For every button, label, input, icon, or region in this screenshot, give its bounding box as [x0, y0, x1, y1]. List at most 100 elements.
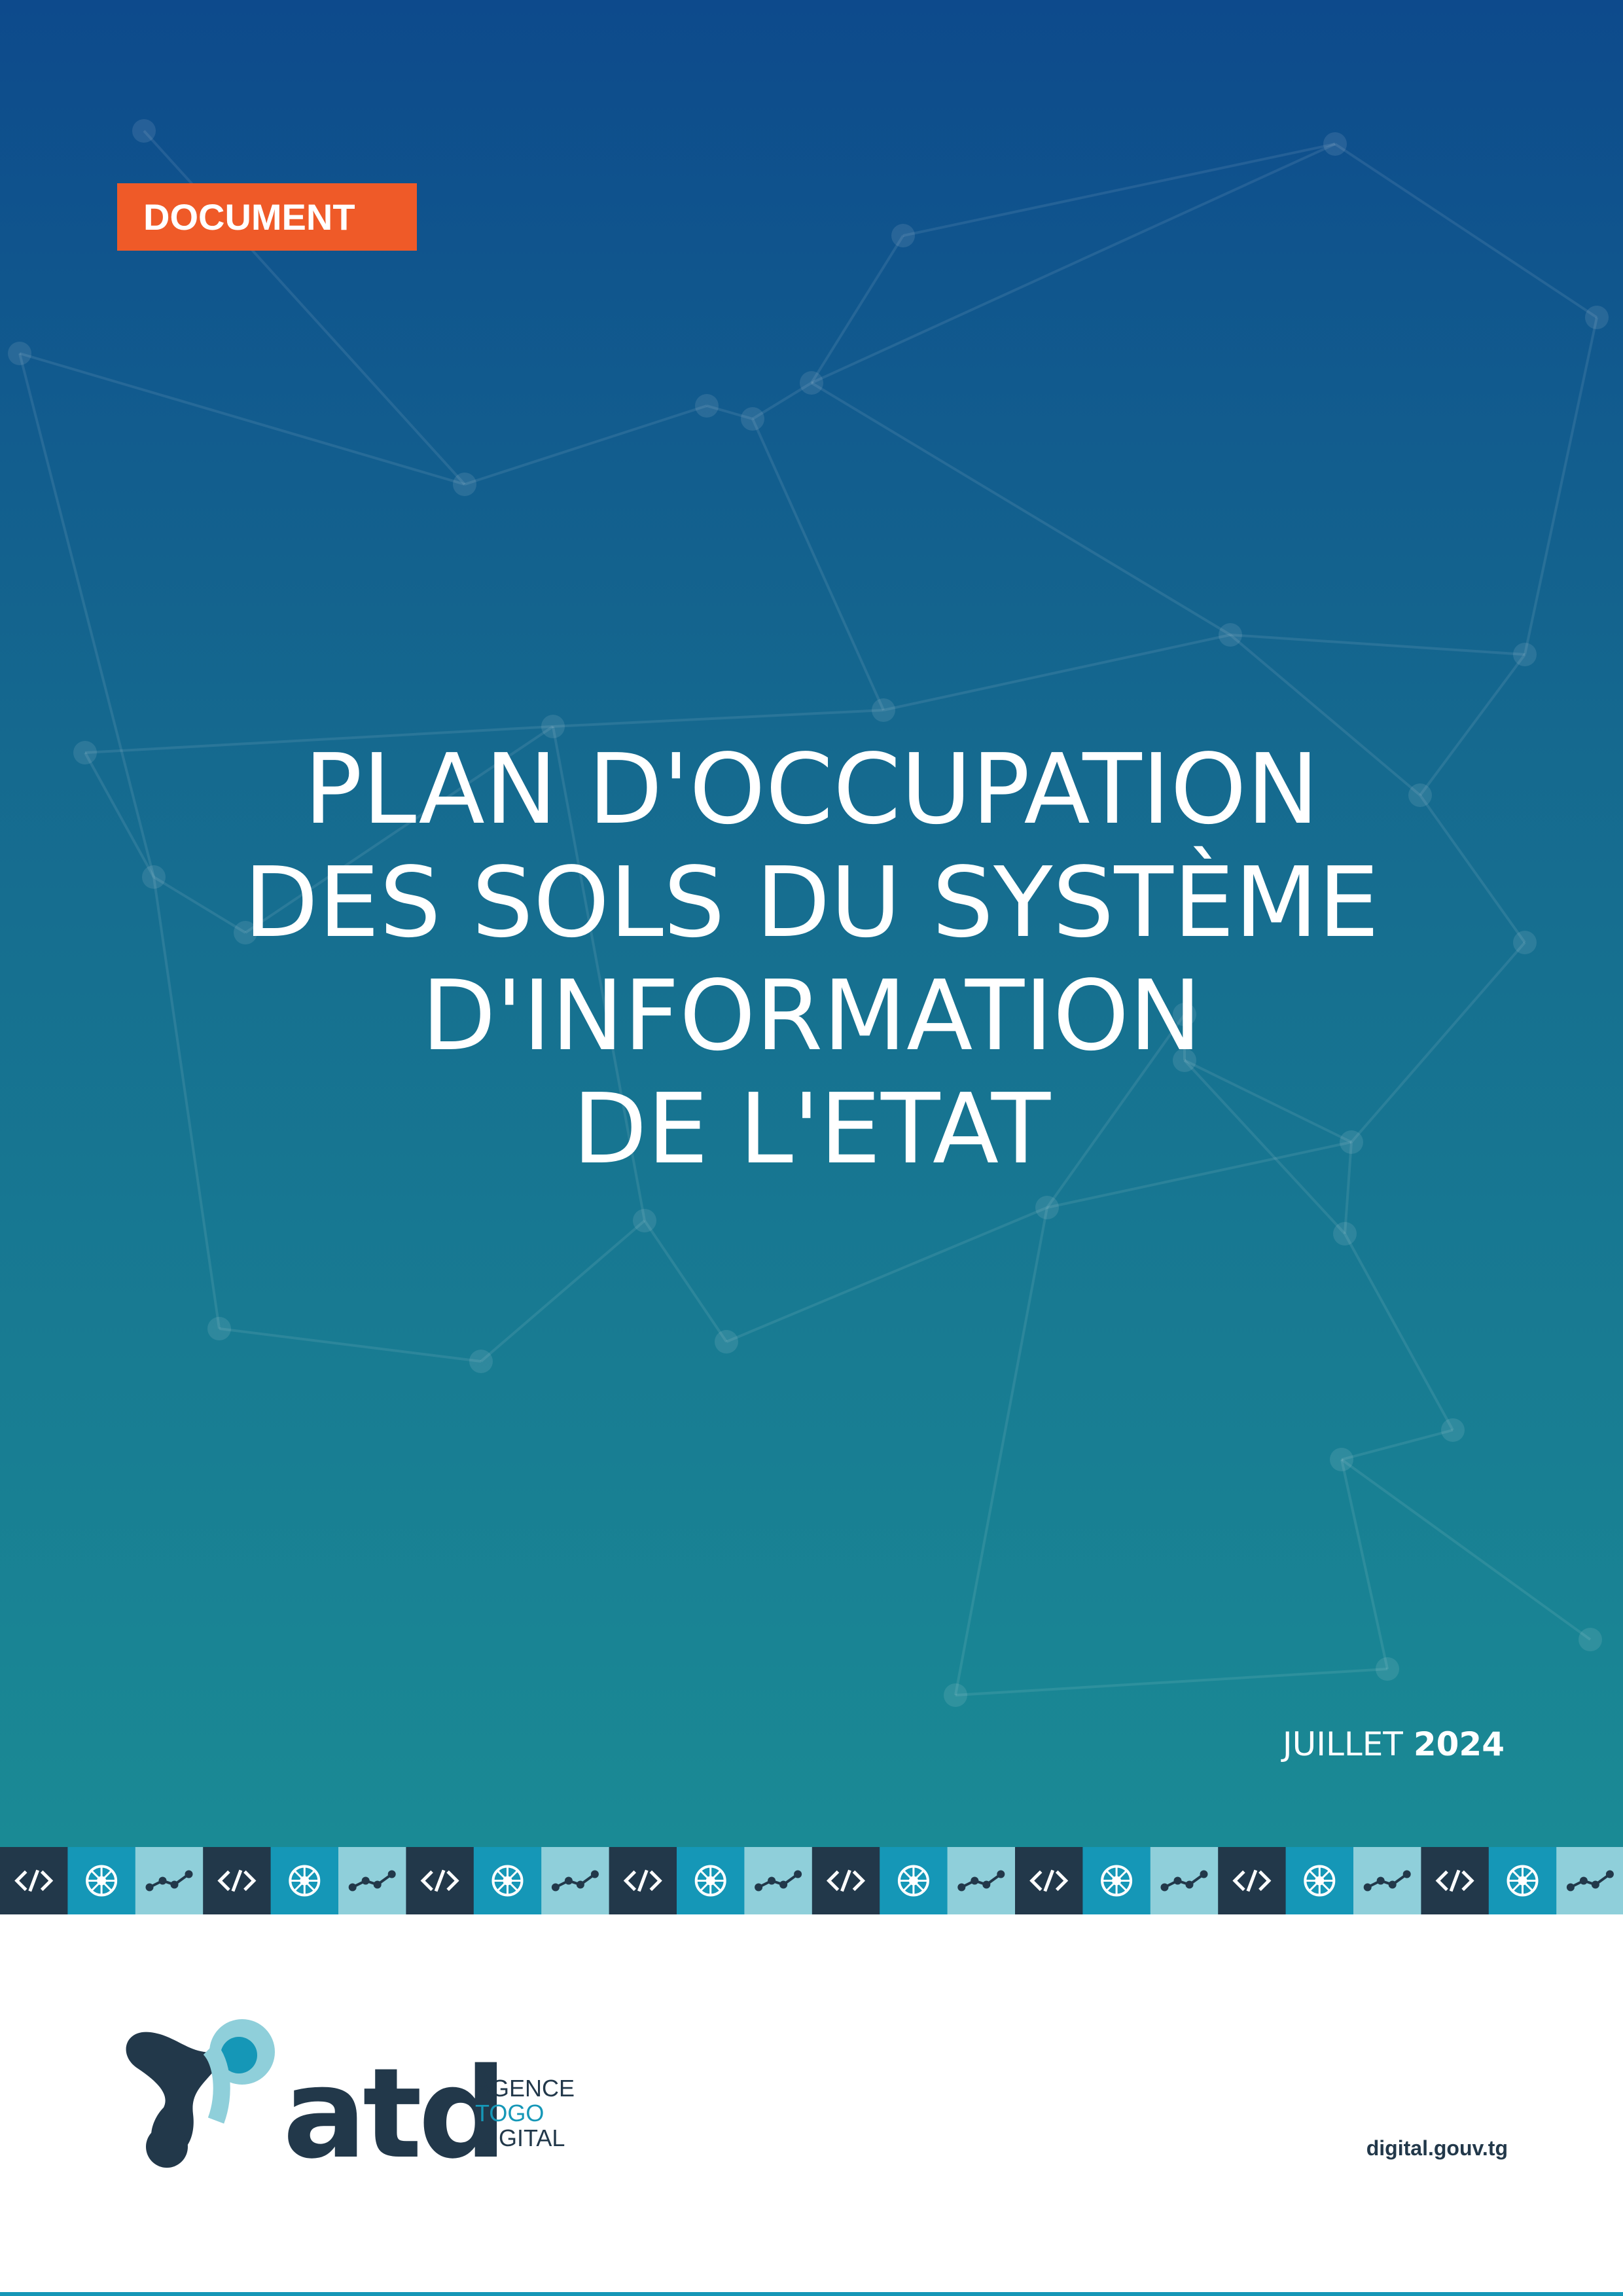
graph-dot — [1200, 1870, 1208, 1878]
code-icon — [1232, 1869, 1272, 1892]
network-line — [1340, 1458, 1592, 1641]
network-node — [944, 1683, 967, 1707]
graph-dot — [1605, 1870, 1614, 1878]
network-line — [464, 404, 707, 486]
logo-mark — [126, 2019, 275, 2168]
graph-dot — [768, 1876, 776, 1885]
network-line — [810, 234, 904, 384]
network-line — [1334, 143, 1598, 319]
title-line: DES SOLS DU SYSTÈME — [243, 846, 1380, 959]
network-node — [633, 1209, 656, 1232]
footer-rule — [0, 2292, 1623, 2296]
band-tile — [947, 1847, 1016, 1914]
graph-dot — [551, 1883, 560, 1892]
hero-background — [0, 0, 1623, 1847]
network-node — [453, 473, 476, 496]
network-line — [152, 876, 247, 934]
wheel-hub — [503, 1876, 512, 1886]
graph-dot — [982, 1880, 991, 1889]
network-node — [234, 921, 257, 944]
network-line — [1340, 1459, 1389, 1670]
doc-badge: DOCUMENT — [117, 183, 417, 251]
wheel-hub — [300, 1876, 310, 1886]
graph-icon — [1570, 1873, 1611, 1889]
network-node — [1376, 1657, 1399, 1681]
graph-dot — [957, 1883, 966, 1892]
logo-text: atd — [283, 2041, 507, 2186]
network-line — [1419, 794, 1526, 944]
network-line — [1230, 634, 1525, 656]
network-line — [152, 876, 221, 1329]
network-line — [219, 1327, 482, 1363]
network-node — [8, 342, 31, 365]
network-node — [695, 394, 719, 418]
date: JUILLET 2024 — [1283, 1725, 1505, 1763]
icon-band — [0, 1847, 1623, 1914]
month: JUILLET — [1282, 1725, 1403, 1763]
graph-icon — [1164, 1873, 1205, 1889]
graph-dot — [1173, 1876, 1182, 1885]
wheel-hub — [97, 1876, 107, 1886]
graph-dot — [373, 1880, 382, 1889]
graph-dot — [755, 1883, 763, 1892]
network-line — [18, 353, 155, 878]
network-node — [207, 1317, 231, 1340]
network-node — [1408, 783, 1432, 807]
graph-dot — [794, 1870, 802, 1878]
agency-line: TOGO — [475, 2100, 544, 2126]
band-tile — [541, 1847, 610, 1914]
code-icon — [1029, 1869, 1069, 1892]
network-node — [1333, 1222, 1357, 1246]
network-line — [1184, 1059, 1352, 1143]
network-line — [955, 1668, 1388, 1696]
network-line — [1350, 941, 1526, 1143]
network-node — [73, 741, 97, 764]
graph-icon — [1366, 1873, 1408, 1889]
network-node — [891, 224, 915, 247]
network-line — [1341, 1429, 1454, 1461]
graph-dot — [1579, 1876, 1588, 1885]
network-line — [480, 1219, 646, 1363]
network-node — [1578, 1628, 1602, 1651]
graph-dot — [1388, 1880, 1397, 1889]
band-tile — [1150, 1847, 1219, 1914]
network-line — [1183, 1059, 1346, 1235]
graph-icon — [961, 1873, 1002, 1889]
graph-dot — [971, 1876, 979, 1885]
network-node — [469, 1350, 493, 1373]
network-node — [1035, 1196, 1059, 1219]
network-line — [84, 725, 554, 754]
graph-dot — [1363, 1883, 1372, 1892]
network-line — [552, 726, 646, 1221]
title: PLAN D'OCCUPATION DES SOLS DU SYSTÈME D'… — [0, 733, 1623, 1186]
network-node — [715, 1330, 738, 1354]
network-line — [954, 1207, 1048, 1696]
code-icon — [623, 1869, 662, 1892]
network-node — [872, 698, 895, 722]
band-tile — [1353, 1847, 1421, 1914]
network-node — [541, 715, 565, 738]
network-line — [726, 1206, 1048, 1343]
network-line — [1419, 653, 1526, 797]
wheel-hub — [908, 1876, 918, 1886]
graph-dot — [1402, 1870, 1411, 1878]
network-node — [132, 119, 156, 143]
graph-dot — [145, 1883, 154, 1892]
network-line — [706, 404, 753, 420]
network-node — [142, 865, 166, 889]
code-icon — [1435, 1869, 1474, 1892]
network-node — [1340, 1130, 1363, 1154]
network-line — [19, 352, 465, 486]
graph-dot — [590, 1870, 599, 1878]
network-node — [800, 371, 823, 395]
band-tile — [1556, 1847, 1623, 1914]
network-node — [741, 407, 764, 431]
network-line — [643, 1219, 728, 1343]
graph-dot — [361, 1876, 370, 1885]
graph-dot — [170, 1880, 179, 1889]
wheel-hub — [705, 1876, 715, 1886]
network-node — [1513, 931, 1537, 954]
graph-dot — [387, 1870, 396, 1878]
graph-dot — [1160, 1883, 1169, 1892]
